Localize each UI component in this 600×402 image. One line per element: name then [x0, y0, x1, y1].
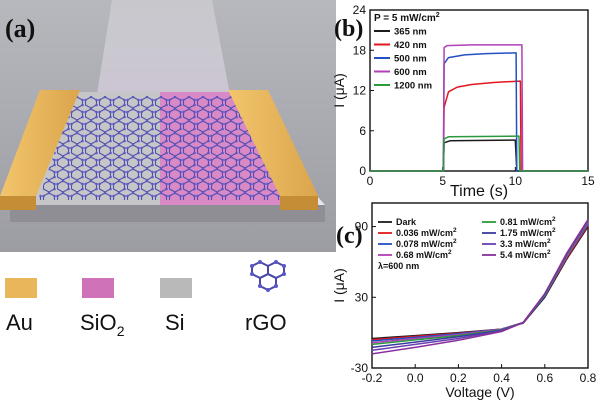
legend-label-sup: 2	[552, 227, 556, 234]
chart-annotation: λ=600 nm	[378, 261, 419, 271]
y-tick-label: 12	[353, 84, 367, 98]
x-tick-label: 0.8	[580, 371, 597, 385]
legend-label: 1200 nm	[394, 81, 432, 92]
series-line	[370, 80, 588, 172]
au-electrode-right	[228, 90, 318, 196]
x-tick-label: 0.0	[407, 371, 424, 385]
x-tick-label: -0.2	[362, 371, 383, 385]
legend-label-sup: 2	[453, 238, 457, 245]
legend-label-sup: 2	[453, 227, 457, 234]
au-electrode-right-side	[280, 196, 318, 210]
chart-b: 0 5 10 15 0 6 12 18 24 Time (s) I (μA) P = 5 mW/cm2…	[331, 3, 595, 200]
y-tick-label: -30	[351, 361, 369, 375]
rgo-layer	[38, 96, 282, 200]
legend-label: 3.3 mW/cm2	[500, 238, 551, 249]
x-tick-label: 5	[439, 174, 446, 188]
legend-label: 500 nm	[394, 54, 427, 65]
panel-c-label: (c)	[336, 223, 363, 249]
legend-label: 0.68 mW/cm2	[396, 249, 452, 260]
panel-a-label: (a)	[5, 14, 35, 43]
series-line	[371, 219, 589, 355]
legend-label-sio2-main: SiO	[80, 310, 117, 335]
series-line	[370, 135, 588, 172]
legend-label: 0.078 mW/cm2	[396, 238, 457, 249]
y-axis-label: I (μA)	[331, 268, 347, 303]
legend-label-rgo: rGO	[245, 310, 287, 335]
legend-swatch-sio2	[82, 278, 114, 298]
legend-label-au: Au	[6, 310, 33, 335]
panel-b-label: (b)	[334, 16, 363, 42]
legend-label: 420 nm	[394, 40, 427, 51]
legend-label: Dark	[396, 217, 417, 227]
x-tick-label: 0	[367, 174, 374, 188]
x-axis-label: Voltage (V)	[445, 384, 514, 400]
legend-label-sio2-sub: 2	[117, 323, 125, 339]
x-tick-label: 0.4	[493, 371, 510, 385]
legend-label: 600 nm	[394, 67, 427, 78]
legend-label: 5.4 mW/cm2	[500, 249, 551, 260]
x-tick-label: 10	[509, 174, 523, 188]
legend-label: 0.81 mW/cm2	[500, 216, 556, 227]
substrate-front	[10, 205, 325, 222]
au-electrode-left-side	[0, 196, 36, 210]
legend-swatch-si	[160, 278, 192, 298]
y-axis-label: I (μA)	[331, 73, 347, 108]
y-tick-label: 0	[359, 164, 366, 178]
y-tick-label: 30	[355, 290, 369, 304]
x-tick-label: 0.6	[536, 371, 553, 385]
x-tick-label: 0.2	[450, 371, 467, 385]
device-schematic: (a)	[0, 0, 336, 252]
au-electrode-left	[0, 90, 80, 196]
rgo-molecule-icon	[250, 260, 286, 292]
legend-label: 365 nm	[394, 27, 427, 38]
x-tick-label: 15	[581, 174, 595, 188]
y-tick-label: 24	[353, 3, 367, 17]
x-axis-label: Time (s)	[450, 183, 508, 200]
legend-label: 1.75 mW/cm2	[500, 227, 556, 238]
legend-label-sup: 2	[448, 249, 452, 256]
chart-annotation-sup: 2	[436, 12, 440, 19]
device-legend: Au SiO2 Si rGO	[5, 260, 287, 339]
y-tick-label: 18	[353, 43, 367, 57]
legend-label-sup: 2	[552, 216, 556, 223]
plot-frame	[371, 202, 589, 369]
legend-label-si: Si	[165, 310, 185, 335]
legend-label-sup: 2	[547, 238, 551, 245]
legend-label: 0.036 mW/cm2	[396, 227, 457, 238]
series-line	[370, 44, 588, 172]
y-tick-label: 90	[355, 220, 369, 234]
legend-label-sio2: SiO2	[80, 310, 125, 339]
legend-label-sup: 2	[547, 249, 551, 256]
legend-swatch-au	[5, 278, 37, 298]
chart-annotation: P = 5 mW/cm2	[374, 12, 440, 24]
series-line	[370, 139, 588, 172]
y-tick-label: 6	[359, 124, 366, 138]
chart-c: -0.2 0.0 0.2 0.4 0.6 0.8 -30 30 90 Voltage (V) I (…	[331, 202, 597, 400]
